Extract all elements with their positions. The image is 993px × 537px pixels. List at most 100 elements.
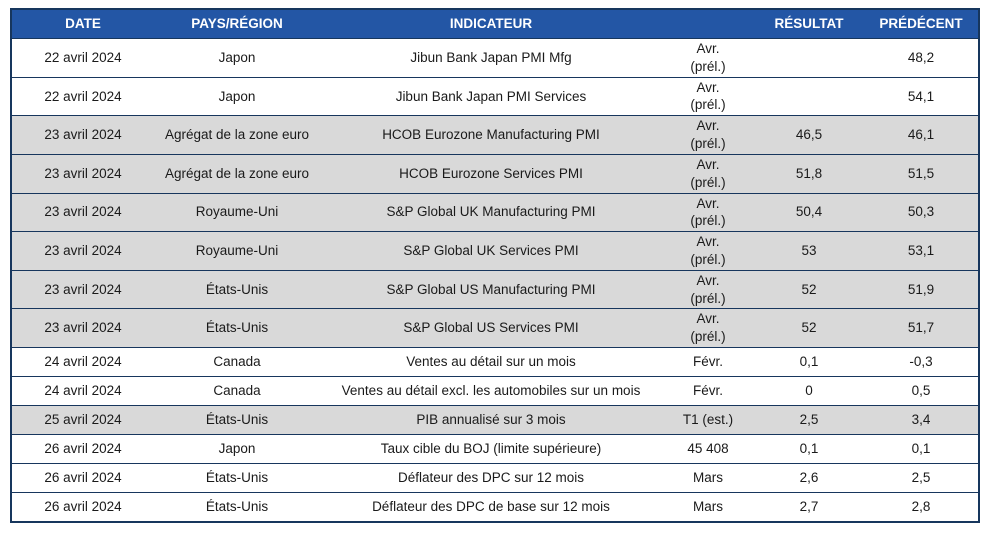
period-cell: T1 (est.) — [682, 412, 734, 428]
indicator-cell: Déflateur des DPC sur 12 mois — [397, 470, 585, 486]
previous-cell: 51,9 — [907, 281, 935, 297]
indicator-cell: Déflateur des DPC de base sur 12 mois — [372, 499, 610, 515]
previous-cell: 0,1 — [911, 441, 931, 457]
previous-cell: 2,8 — [911, 499, 931, 515]
indicator-cell: HCOB Eurozone Manufacturing PMI — [382, 127, 600, 143]
region-cell: États-Unis — [205, 320, 269, 336]
result-cell: 2,6 — [799, 470, 819, 486]
period-cell: 45 408 — [687, 441, 729, 457]
result-cell: 0,1 — [799, 441, 819, 457]
indicator-cell: Taux cible du BOJ (limite supérieure) — [380, 441, 602, 457]
date-cell: 23 avril 2024 — [44, 165, 122, 181]
column-header-indicator: INDICATEUR — [449, 16, 533, 32]
period-cell: Avr. (prél.) — [690, 311, 726, 345]
economic-calendar-table: DATE PAYS/RÉGION INDICATEUR RÉSULTAT PRÉ… — [10, 8, 980, 523]
date-cell: 24 avril 2024 — [44, 354, 122, 370]
period-cell: Avr. (prél.) — [690, 195, 726, 229]
date-cell: 25 avril 2024 — [44, 412, 122, 428]
period-cell: Avr. (prél.) — [690, 118, 726, 152]
previous-cell: 51,7 — [907, 320, 935, 336]
result-cell: 0 — [805, 383, 813, 399]
table-row: 23 avril 2024 États-Unis S&P Global US M… — [12, 269, 978, 309]
previous-cell: 46,1 — [907, 127, 935, 143]
date-cell: 23 avril 2024 — [44, 127, 122, 143]
date-cell: 26 avril 2024 — [44, 470, 122, 486]
indicator-cell: Jibun Bank Japan PMI Services — [395, 88, 587, 104]
result-cell: 50,4 — [795, 204, 823, 220]
previous-cell: 50,3 — [907, 204, 935, 220]
region-cell: Agrégat de la zone euro — [164, 165, 310, 181]
period-cell: Févr. — [692, 383, 723, 399]
indicator-cell: S&P Global UK Services PMI — [403, 243, 579, 259]
indicator-cell: S&P Global US Manufacturing PMI — [386, 281, 596, 297]
region-cell: États-Unis — [205, 470, 269, 486]
previous-cell: 0,5 — [911, 383, 931, 399]
result-cell: 46,5 — [795, 127, 823, 143]
table-row: 22 avril 2024 Japon Jibun Bank Japan PMI… — [12, 76, 978, 116]
region-cell: États-Unis — [205, 412, 269, 428]
table-row: 26 avril 2024 États-Unis Déflateur des D… — [12, 492, 978, 521]
indicator-cell: Jibun Bank Japan PMI Mfg — [410, 49, 572, 65]
period-cell: Mars — [693, 499, 723, 515]
previous-cell: 54,1 — [907, 88, 935, 104]
column-header-region: PAYS/RÉGION — [191, 16, 283, 32]
result-cell: 2,7 — [799, 499, 819, 515]
region-cell: Royaume-Uni — [195, 204, 279, 220]
region-cell: Japon — [218, 88, 256, 104]
result-cell: 0,1 — [799, 354, 819, 370]
column-header-previous: PRÉDÉCENT — [879, 16, 963, 32]
table-header-row: DATE PAYS/RÉGION INDICATEUR RÉSULTAT PRÉ… — [12, 10, 978, 38]
period-cell: Mars — [693, 470, 723, 486]
indicator-cell: PIB annualisé sur 3 mois — [416, 412, 566, 428]
date-cell: 23 avril 2024 — [44, 204, 122, 220]
result-cell — [754, 95, 864, 97]
table-row: 26 avril 2024 Japon Taux cible du BOJ (l… — [12, 434, 978, 463]
region-cell: Japon — [218, 49, 256, 65]
table-row: 23 avril 2024 Agrégat de la zone euro HC… — [12, 153, 978, 193]
column-header-date: DATE — [65, 16, 101, 32]
previous-cell: -0,3 — [909, 354, 933, 370]
period-cell: Avr. (prél.) — [690, 41, 726, 74]
previous-cell: 51,5 — [907, 165, 935, 181]
date-cell: 26 avril 2024 — [44, 441, 122, 457]
period-cell: Avr. (prél.) — [690, 272, 726, 306]
table-row: 24 avril 2024 Canada Ventes au détail su… — [12, 347, 978, 376]
region-cell: Canada — [213, 383, 261, 399]
date-cell: 26 avril 2024 — [44, 499, 122, 515]
date-cell: 22 avril 2024 — [44, 88, 122, 104]
period-cell: Avr. (prél.) — [690, 156, 726, 190]
table-row: 25 avril 2024 États-Unis PIB annualisé s… — [12, 405, 978, 434]
region-cell: États-Unis — [205, 499, 269, 515]
column-header-period — [662, 20, 754, 28]
result-cell: 52 — [801, 320, 817, 336]
region-cell: Agrégat de la zone euro — [164, 127, 310, 143]
region-cell: Japon — [218, 441, 256, 457]
period-cell: Avr. (prél.) — [690, 234, 726, 267]
table-row: 22 avril 2024 Japon Jibun Bank Japan PMI… — [12, 38, 978, 77]
period-cell: Févr. — [692, 354, 723, 370]
date-cell: 23 avril 2024 — [44, 243, 122, 259]
date-cell: 23 avril 2024 — [44, 320, 122, 336]
table-row: 23 avril 2024 Royaume-Uni S&P Global UK … — [12, 192, 978, 232]
table-row: 24 avril 2024 Canada Ventes au détail ex… — [12, 376, 978, 405]
table-row: 23 avril 2024 Royaume-Uni S&P Global UK … — [12, 231, 978, 270]
column-header-result: RÉSULTAT — [774, 16, 844, 32]
result-cell — [754, 57, 864, 59]
region-cell: Canada — [213, 354, 261, 370]
result-cell: 51,8 — [795, 165, 823, 181]
indicator-cell: S&P Global UK Manufacturing PMI — [386, 204, 596, 220]
indicator-cell: Ventes au détail sur un mois — [406, 354, 576, 370]
date-cell: 24 avril 2024 — [44, 383, 122, 399]
table-row: 26 avril 2024 États-Unis Déflateur des D… — [12, 463, 978, 492]
date-cell: 22 avril 2024 — [44, 49, 122, 65]
previous-cell: 48,2 — [907, 49, 935, 65]
result-cell: 52 — [801, 281, 817, 297]
period-cell: Avr. (prél.) — [690, 79, 726, 113]
indicator-cell: HCOB Eurozone Services PMI — [399, 165, 583, 181]
result-cell: 53 — [801, 243, 817, 259]
indicator-cell: Ventes au détail excl. les automobiles s… — [341, 383, 641, 399]
indicator-cell: S&P Global US Services PMI — [403, 320, 579, 336]
previous-cell: 53,1 — [907, 243, 935, 259]
result-cell: 2,5 — [799, 412, 819, 428]
date-cell: 23 avril 2024 — [44, 281, 122, 297]
